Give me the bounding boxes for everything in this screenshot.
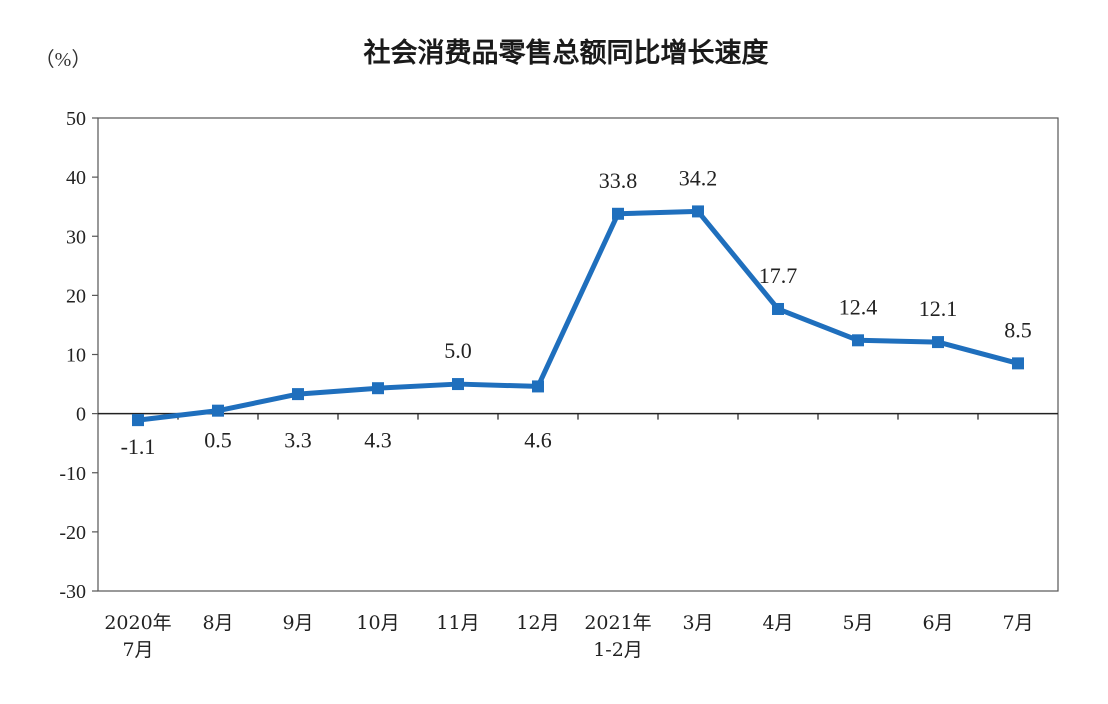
x-tick-label: 2020年 <box>104 612 171 634</box>
data-label: 0.5 <box>204 428 232 453</box>
data-point <box>212 404 224 417</box>
x-tick-label: 3月 <box>682 612 713 634</box>
y-tick-label: 20 <box>66 285 86 307</box>
x-tick-label: 11月 <box>436 612 479 634</box>
x-tick-label: 5月 <box>842 612 873 634</box>
y-axis-unit: （%） <box>35 48 92 71</box>
data-markers <box>132 205 1024 427</box>
y-tick-label: 10 <box>66 345 86 367</box>
y-tick-label: 0 <box>76 404 86 426</box>
y-tick-label: 50 <box>66 108 86 130</box>
x-tick-label: 10月 <box>356 612 399 634</box>
series-line <box>137 208 1019 423</box>
data-point <box>532 380 544 393</box>
data-point <box>292 388 304 401</box>
y-tick-label: 40 <box>66 167 86 189</box>
x-tick-label: 7月 <box>1002 612 1033 634</box>
x-tick-label: 9月 <box>282 612 313 634</box>
data-label: 3.3 <box>284 428 312 453</box>
data-point <box>452 378 464 391</box>
x-axis: 2020年 7月 8月 9月 10月 11月 12月 2021年 1-2月 3月 4月 5月 6月 7月 <box>104 413 1034 661</box>
data-label: 4.6 <box>524 428 552 453</box>
data-point <box>612 207 624 220</box>
y-tick-label: 30 <box>66 226 86 248</box>
y-tick-label: -30 <box>59 581 86 603</box>
data-label: 17.7 <box>759 263 798 288</box>
data-point <box>772 302 784 315</box>
data-label: 5.0 <box>444 338 472 363</box>
x-tick-label: 1-2月 <box>593 639 643 661</box>
data-label: 34.2 <box>679 165 718 190</box>
x-tick-label: 2021年 <box>584 612 651 634</box>
data-point <box>372 382 384 395</box>
x-tick-label: 12月 <box>516 612 559 634</box>
data-point <box>692 205 704 218</box>
chart-title: 社会消费品零售总额同比增长速度 <box>364 37 769 69</box>
data-label: 12.1 <box>919 296 958 321</box>
x-tick-label: 8月 <box>202 612 233 634</box>
x-tick-label: 4月 <box>762 612 793 634</box>
data-point <box>1012 357 1024 370</box>
data-label: 8.5 <box>1004 317 1032 342</box>
y-axis: 50 40 30 20 10 0 -10 -20 -30 <box>59 108 98 603</box>
data-label: 12.4 <box>839 294 878 319</box>
data-point <box>132 414 144 427</box>
data-labels: -1.1 0.5 3.3 4.3 5.0 4.6 33.8 34.2 17.7 12.4 12.1 8… <box>121 165 1032 459</box>
y-tick-label: -10 <box>59 463 86 485</box>
plot-area <box>97 117 1059 592</box>
data-label: 4.3 <box>364 428 392 453</box>
data-point <box>932 336 944 349</box>
data-label: 33.8 <box>599 168 638 193</box>
y-tick-label: -20 <box>59 522 86 544</box>
data-label: -1.1 <box>121 434 156 459</box>
x-tick-label: 6月 <box>922 612 953 634</box>
x-tick-label: 7月 <box>122 639 153 661</box>
data-point <box>852 334 864 347</box>
